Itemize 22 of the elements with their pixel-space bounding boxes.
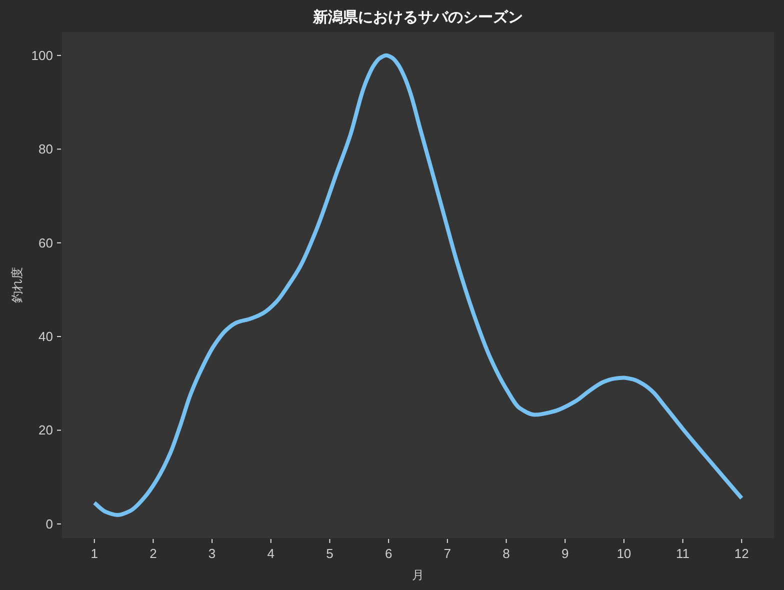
- chart-title: 新潟県におけるサバのシーズン: [312, 8, 523, 26]
- x-tick-label: 10: [616, 546, 632, 561]
- y-axis-title: 釣れ度: [10, 267, 24, 303]
- x-tick-label: 2: [150, 546, 157, 561]
- x-tick-label: 5: [326, 546, 334, 561]
- y-tick-label: 60: [38, 235, 53, 250]
- x-tick-label: 1: [90, 546, 98, 561]
- x-axis-title: 月: [412, 568, 424, 582]
- y-tick-label: 80: [38, 142, 53, 157]
- line-series: [92, 53, 744, 518]
- x-tick-label: 4: [267, 546, 275, 561]
- x-tick-label: 12: [734, 546, 749, 561]
- x-tick-label: 8: [502, 546, 510, 561]
- x-tick-label: 3: [208, 546, 216, 561]
- y-tick-label: 100: [31, 48, 53, 63]
- y-tick-label: 0: [46, 516, 53, 532]
- x-tick-label: 9: [561, 546, 569, 561]
- x-tick-label: 11: [676, 546, 690, 561]
- y-tick-label: 20: [38, 422, 53, 438]
- x-tick-label: 6: [384, 546, 392, 561]
- y-tick-label: 40: [38, 329, 53, 344]
- x-tick-label: 7: [444, 546, 452, 561]
